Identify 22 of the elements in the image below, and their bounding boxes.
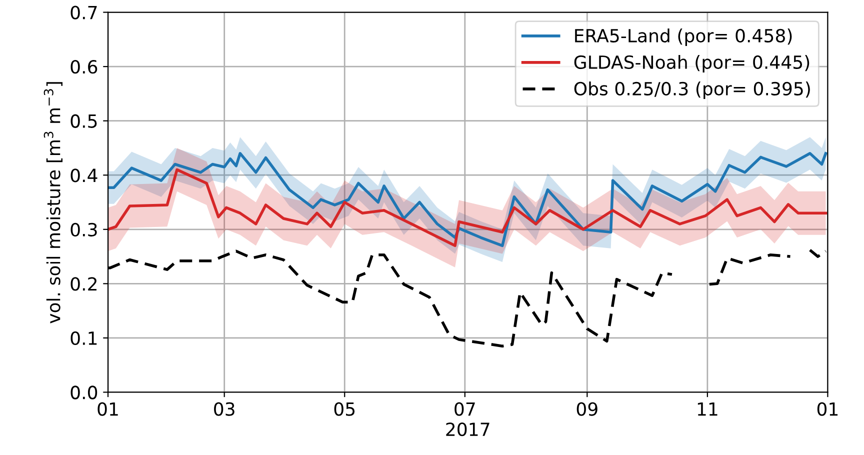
x-tick-label: 03 <box>214 402 234 416</box>
x-tick-label: 11 <box>698 402 718 416</box>
x-tick-label: 01 <box>98 402 118 416</box>
y-tick-label: 0.3 <box>70 222 97 236</box>
y-tick-label: 0.6 <box>70 60 98 74</box>
x-axis-title: 2017 <box>446 422 490 436</box>
y-axis-title: vol. soil moisture [m$^{3}$ m$^{−3}$] <box>44 82 62 324</box>
x-tick-label: 05 <box>334 402 355 416</box>
y-tick-label: 0.4 <box>70 168 98 182</box>
line-series <box>108 152 828 248</box>
legend-label: GLDAS-Noah (por= 0.445) <box>574 55 810 73</box>
y-tick-label: 0.1 <box>70 331 97 346</box>
legend-label: Obs 0.25/0.3 (por= 0.395) <box>574 82 810 100</box>
y-tick-label: 0.7 <box>70 6 97 20</box>
y-tick-label: 0.5 <box>70 114 97 128</box>
line-series <box>108 168 828 248</box>
y-tick-label: 0.2 <box>70 277 96 291</box>
y-tick-label: 0.0 <box>70 386 98 400</box>
x-tick-label: 07 <box>454 402 475 416</box>
x-tick-label: 01 <box>817 402 838 416</box>
legend-label: ERA5-Land (por= 0.458) <box>575 28 792 46</box>
x-tick-label: 09 <box>576 402 598 416</box>
